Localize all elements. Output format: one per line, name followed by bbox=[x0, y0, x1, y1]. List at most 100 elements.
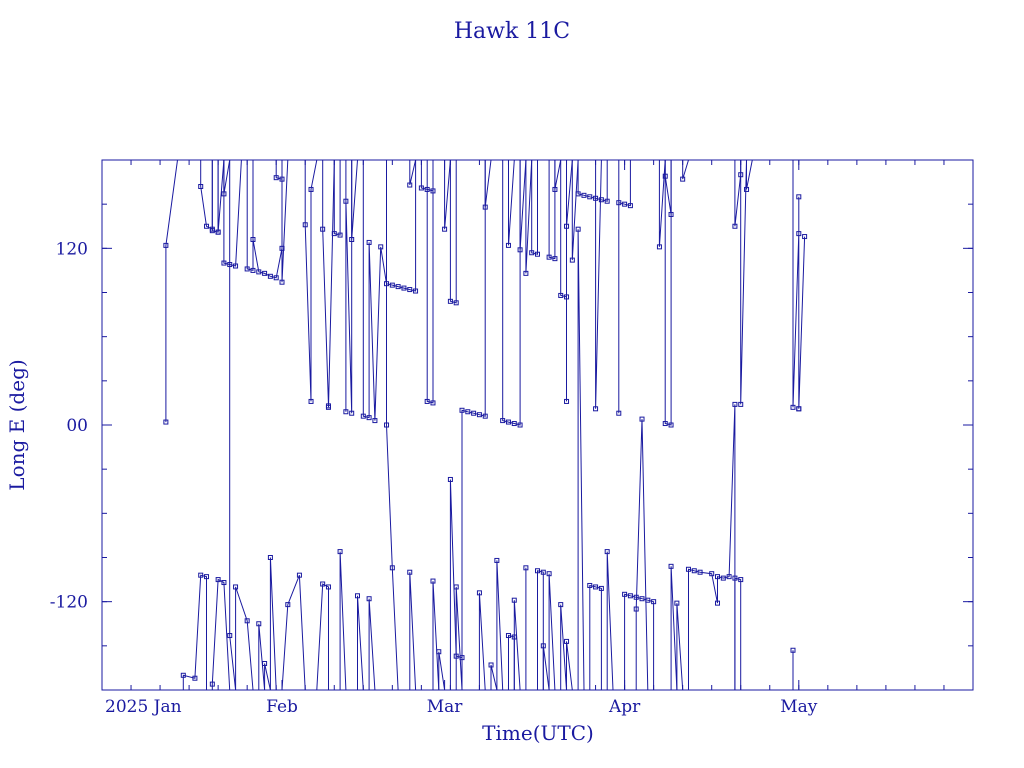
series-line bbox=[200, 160, 213, 231]
data-point bbox=[262, 270, 268, 276]
data-point bbox=[285, 602, 291, 608]
series-line bbox=[618, 160, 631, 414]
series-line bbox=[432, 581, 440, 690]
data-point bbox=[331, 231, 337, 237]
data-point bbox=[384, 422, 390, 428]
data-point bbox=[674, 600, 680, 606]
data-point bbox=[552, 256, 558, 262]
y-tick-label: 00 bbox=[66, 416, 88, 436]
data-point bbox=[523, 270, 529, 276]
data-point bbox=[668, 422, 674, 428]
data-point bbox=[233, 263, 239, 269]
y-tick-label: -120 bbox=[50, 593, 88, 613]
data-point bbox=[354, 593, 360, 599]
data-point bbox=[575, 226, 581, 232]
series-line bbox=[246, 160, 254, 272]
series-line bbox=[264, 663, 271, 690]
series-line bbox=[455, 586, 463, 690]
data-point bbox=[227, 633, 233, 639]
data-point bbox=[656, 244, 662, 250]
data-point bbox=[744, 186, 750, 192]
series-line bbox=[508, 160, 515, 246]
series-line bbox=[566, 641, 573, 690]
series-line bbox=[211, 578, 231, 690]
data-point bbox=[244, 618, 250, 624]
data-point bbox=[587, 194, 593, 200]
data-point bbox=[802, 234, 808, 240]
data-point bbox=[581, 192, 587, 198]
data-point bbox=[407, 287, 413, 293]
data-point bbox=[389, 282, 395, 288]
data-point bbox=[732, 401, 738, 407]
data-point bbox=[198, 184, 204, 189]
data-point bbox=[308, 186, 314, 192]
series-line bbox=[304, 160, 318, 402]
data-point bbox=[215, 577, 221, 583]
data-point bbox=[459, 407, 465, 413]
data-point bbox=[558, 292, 564, 298]
data-point bbox=[447, 298, 453, 304]
data-point bbox=[511, 597, 517, 603]
axes: 2025 Jan Feb Mar Apr May 120 00 -120 bbox=[50, 160, 974, 717]
data-point bbox=[401, 285, 407, 291]
series-line bbox=[508, 634, 515, 690]
data-point bbox=[564, 638, 570, 644]
data-point bbox=[325, 584, 331, 590]
data-point bbox=[418, 185, 424, 191]
series-line bbox=[351, 160, 358, 240]
data-point bbox=[604, 549, 610, 555]
series-line bbox=[577, 160, 608, 202]
series-line bbox=[449, 160, 457, 304]
data-point bbox=[511, 421, 517, 427]
series-line bbox=[252, 160, 283, 279]
series-line bbox=[589, 584, 602, 690]
series-line bbox=[740, 160, 747, 405]
data-point bbox=[221, 260, 227, 266]
series-line bbox=[461, 160, 486, 690]
data-point bbox=[349, 410, 355, 416]
data-point bbox=[500, 418, 506, 424]
series-line bbox=[333, 160, 341, 236]
series-track bbox=[163, 160, 808, 690]
data-point bbox=[430, 400, 436, 406]
data-point bbox=[593, 584, 599, 590]
data-point bbox=[436, 649, 442, 655]
data-point bbox=[267, 555, 273, 560]
data-point bbox=[465, 409, 471, 415]
series-line bbox=[606, 551, 614, 690]
data-point bbox=[273, 175, 279, 181]
data-point bbox=[622, 591, 628, 597]
series-line bbox=[624, 593, 655, 690]
series-line bbox=[577, 229, 585, 690]
data-point bbox=[685, 566, 691, 572]
data-point bbox=[279, 279, 285, 285]
series-line bbox=[165, 160, 178, 423]
data-point bbox=[296, 572, 302, 578]
data-point bbox=[349, 237, 355, 242]
data-point bbox=[366, 239, 372, 245]
series-line bbox=[426, 160, 434, 404]
data-point bbox=[256, 621, 262, 627]
data-point bbox=[598, 585, 604, 591]
data-point bbox=[389, 565, 395, 571]
data-point bbox=[796, 194, 802, 200]
data-point bbox=[668, 211, 674, 217]
series-line bbox=[554, 160, 562, 190]
series-line bbox=[595, 160, 602, 409]
data-point bbox=[453, 300, 459, 306]
data-point bbox=[337, 549, 343, 555]
data-point bbox=[279, 176, 285, 182]
data-point bbox=[738, 577, 744, 583]
data-point bbox=[308, 398, 314, 404]
data-point bbox=[407, 569, 413, 575]
data-point bbox=[639, 596, 645, 602]
data-point bbox=[262, 661, 268, 666]
data-point bbox=[505, 242, 511, 248]
data-point bbox=[273, 275, 279, 281]
data-point bbox=[726, 574, 732, 580]
data-point bbox=[250, 267, 256, 273]
data-point bbox=[680, 176, 686, 182]
data-point bbox=[407, 182, 413, 188]
series-line bbox=[275, 160, 289, 283]
